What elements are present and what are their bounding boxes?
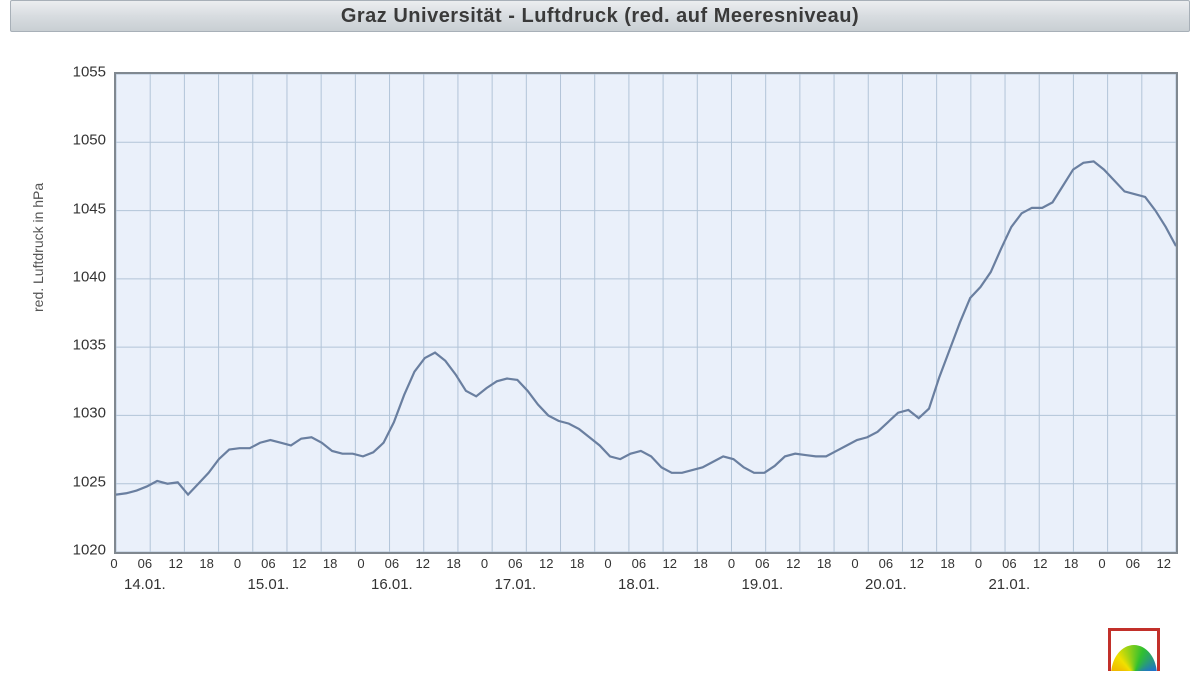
x-tick-date: 16.01. xyxy=(371,576,413,593)
x-tick-hour: 12 xyxy=(1033,556,1047,571)
x-tick-hour: 12 xyxy=(909,556,923,571)
x-tick-hour: 0 xyxy=(851,556,858,571)
y-tick-label: 1045 xyxy=(66,200,106,217)
x-tick-hour: 18 xyxy=(199,556,213,571)
y-tick-label: 1025 xyxy=(66,473,106,490)
x-tick-hour: 06 xyxy=(879,556,893,571)
x-tick-hour: 12 xyxy=(292,556,306,571)
x-tick-date: 15.01. xyxy=(248,576,290,593)
zamg-logo xyxy=(1108,628,1160,671)
x-tick-hour: 06 xyxy=(1002,556,1016,571)
x-tick-hour: 06 xyxy=(261,556,275,571)
x-tick-hour: 18 xyxy=(323,556,337,571)
x-tick-hour: 18 xyxy=(817,556,831,571)
x-tick-hour: 06 xyxy=(385,556,399,571)
plot-box xyxy=(114,72,1178,554)
x-tick-hour: 0 xyxy=(728,556,735,571)
x-tick-hour: 0 xyxy=(110,556,117,571)
x-tick-hour: 12 xyxy=(662,556,676,571)
y-axis-label: red. Luftdruck in hPa xyxy=(30,183,46,312)
title-bar: Graz Universität - Luftdruck (red. auf M… xyxy=(10,0,1190,32)
x-tick-hour: 06 xyxy=(1126,556,1140,571)
x-tick-hour: 06 xyxy=(755,556,769,571)
x-tick-hour: 06 xyxy=(508,556,522,571)
y-tick-label: 1040 xyxy=(66,268,106,285)
x-tick-hour: 0 xyxy=(481,556,488,571)
x-tick-hour: 18 xyxy=(446,556,460,571)
x-tick-date: 21.01. xyxy=(988,576,1030,593)
x-tick-hour: 0 xyxy=(604,556,611,571)
x-tick-hour: 12 xyxy=(1156,556,1170,571)
plot-svg xyxy=(116,74,1176,552)
y-tick-label: 1030 xyxy=(66,405,106,422)
y-tick-label: 1055 xyxy=(66,64,106,81)
chart-title: Graz Universität - Luftdruck (red. auf M… xyxy=(341,5,859,28)
x-tick-date: 20.01. xyxy=(865,576,907,593)
x-tick-hour: 0 xyxy=(234,556,241,571)
x-tick-hour: 18 xyxy=(940,556,954,571)
x-tick-date: 18.01. xyxy=(618,576,660,593)
x-tick-hour: 12 xyxy=(169,556,183,571)
x-tick-hour: 0 xyxy=(975,556,982,571)
x-tick-date: 14.01. xyxy=(124,576,166,593)
x-tick-hour: 18 xyxy=(1064,556,1078,571)
chart-area: red. Luftdruck in hPa 1020 1025 1030 1035 10… xyxy=(30,72,1180,632)
x-tick-date: 19.01. xyxy=(741,576,783,593)
y-tick-label: 1050 xyxy=(66,132,106,149)
y-tick-label: 1035 xyxy=(66,337,106,354)
x-tick-hour: 06 xyxy=(138,556,152,571)
x-tick-hour: 06 xyxy=(632,556,646,571)
logo-icon xyxy=(1108,628,1160,671)
x-tick-hour: 12 xyxy=(786,556,800,571)
x-tick-hour: 18 xyxy=(570,556,584,571)
x-tick-hour: 12 xyxy=(416,556,430,571)
x-tick-hour: 18 xyxy=(693,556,707,571)
x-tick-hour: 0 xyxy=(357,556,364,571)
x-tick-date: 17.01. xyxy=(494,576,536,593)
x-tick-hour: 12 xyxy=(539,556,553,571)
y-tick-label: 1020 xyxy=(66,542,106,559)
x-tick-hour: 0 xyxy=(1098,556,1105,571)
